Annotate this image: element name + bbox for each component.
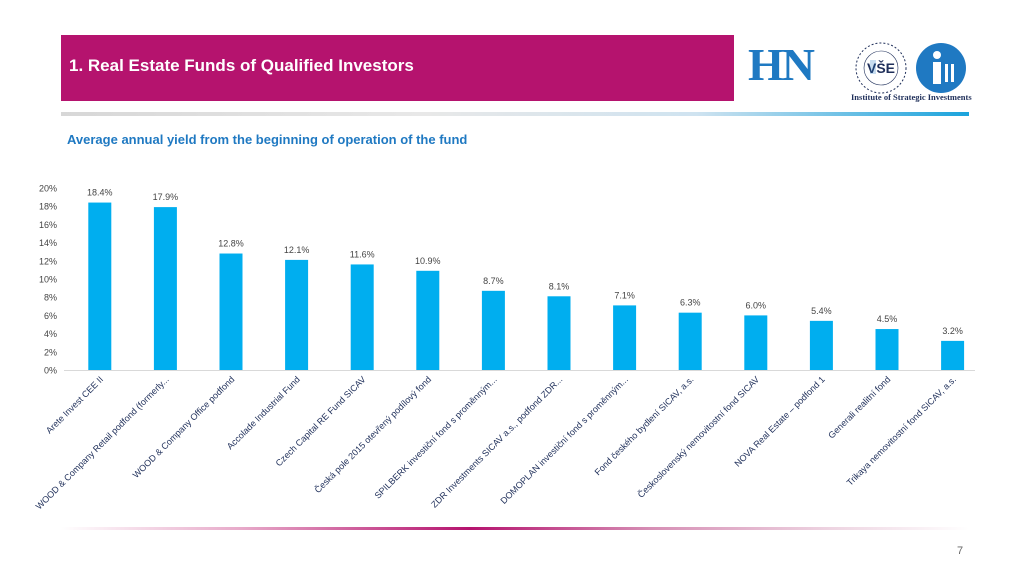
chart-title: Average annual yield from the beginning … — [67, 132, 468, 147]
y-tick-label: 6% — [44, 311, 57, 321]
bar-value-label: 10.9% — [415, 256, 441, 266]
vse-faculty-seal-logo: VŠE — [855, 42, 907, 94]
page-number: 7 — [957, 545, 964, 557]
bar — [88, 202, 112, 370]
category-label: SPILBERK investiční fond s proměnným... — [373, 374, 499, 500]
y-tick-label: 16% — [39, 220, 57, 230]
y-tick-label: 12% — [39, 256, 57, 266]
bar — [219, 253, 243, 370]
category-label: Trikaya nemovitostní fond SICAV, a.s. — [845, 374, 958, 487]
category-label: ZDR Investments SICAV a.s., podfond ZDR.… — [429, 374, 564, 509]
header-band — [61, 35, 734, 101]
category-label: DOMOPLAN investiční fond s proměnným... — [498, 374, 630, 506]
bar — [285, 259, 309, 370]
bar-value-label: 12.8% — [218, 239, 244, 249]
footer-divider — [61, 527, 969, 530]
y-tick-label: 20% — [39, 184, 57, 194]
bar-value-label: 5.4% — [811, 306, 832, 316]
y-tick-label: 8% — [44, 293, 57, 303]
category-label: Generali realitní fond — [826, 374, 892, 440]
slide-title: 1. Real Estate Funds of Qualified Invest… — [69, 56, 414, 75]
category-label: Česká pole 2015 otevřený podílový fond — [313, 374, 434, 495]
category-label: Arete Invest CEE II — [44, 374, 105, 435]
bar — [678, 312, 702, 370]
header-divider — [61, 112, 969, 116]
bar-value-label: 8.7% — [483, 276, 504, 286]
category-label: Accolade Industrial Fund — [225, 374, 302, 451]
bar-value-label: 6.0% — [746, 300, 767, 310]
bar — [153, 207, 177, 370]
bar-value-label: 18.4% — [87, 188, 113, 198]
bar-value-label: 8.1% — [549, 281, 570, 291]
y-tick-label: 14% — [39, 238, 57, 248]
bar — [416, 270, 440, 370]
y-tick-label: 4% — [44, 329, 57, 339]
bar — [809, 320, 833, 370]
isi-logo-caption: Institute of Strategic Investments — [851, 92, 972, 102]
category-label: Československý nemovitostní fond SICAV — [636, 374, 761, 499]
bar-value-label: 12.1% — [284, 245, 310, 255]
bar-value-label: 3.2% — [942, 326, 963, 336]
bar-value-label: 6.3% — [680, 298, 701, 308]
bar — [547, 296, 571, 370]
bar-value-label: 4.5% — [877, 314, 898, 324]
y-tick-label: 0% — [44, 366, 57, 376]
y-tick-label: 18% — [39, 202, 57, 212]
bar-value-label: 11.6% — [350, 249, 375, 259]
category-label: WOOD & Company Retail podfond (formerly.… — [34, 374, 171, 511]
isi-logo — [916, 43, 966, 93]
bar — [350, 264, 374, 370]
bar — [744, 315, 768, 370]
bar-value-label: 7.1% — [614, 290, 635, 300]
hn-logo: HN — [748, 39, 815, 90]
y-tick-label: 2% — [44, 347, 57, 357]
bar — [941, 340, 965, 370]
bar-value-label: 17.9% — [153, 192, 179, 202]
vse-logo-text: VŠE — [867, 59, 895, 76]
bar — [875, 329, 899, 370]
y-tick-label: 10% — [39, 275, 57, 285]
bar — [613, 305, 637, 370]
bar — [481, 290, 505, 370]
